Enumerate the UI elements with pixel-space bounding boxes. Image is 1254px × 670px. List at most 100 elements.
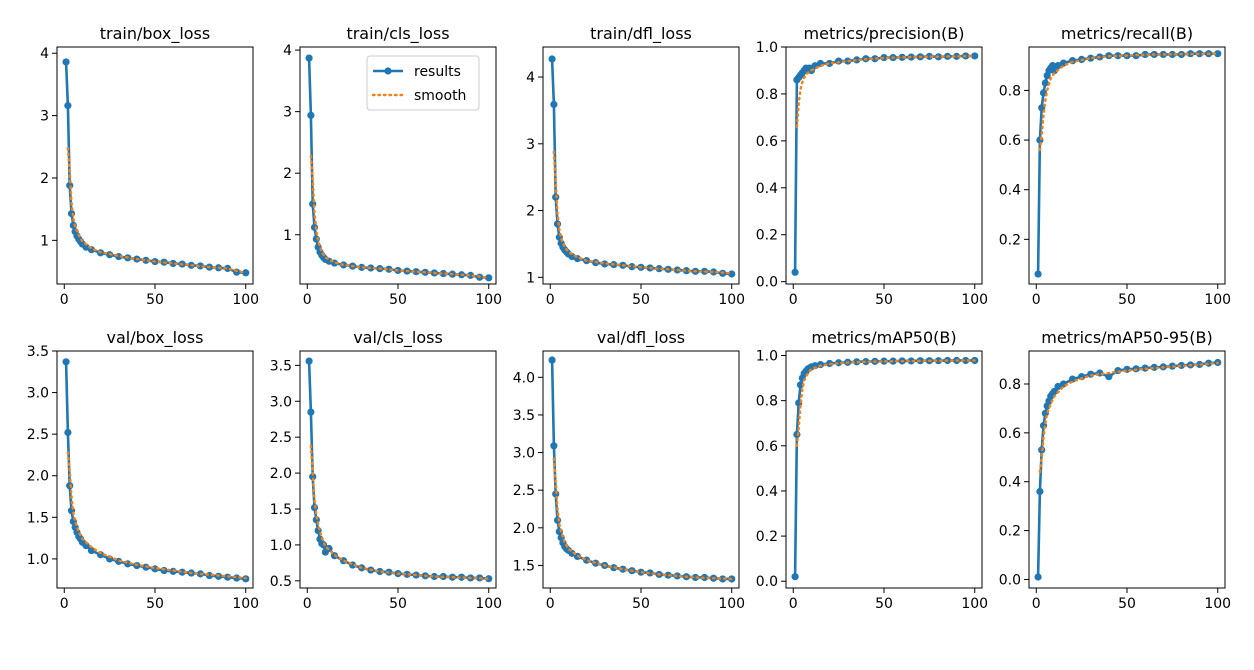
plot-frame <box>56 46 254 285</box>
plot-title: val/dfl_loss <box>597 328 685 348</box>
legend: results smooth <box>366 55 480 111</box>
x-tick-label: 0 <box>789 292 798 308</box>
x-tick-label: 50 <box>146 596 164 612</box>
smooth-series-line <box>795 359 976 447</box>
results-data-point <box>1168 50 1176 59</box>
plot-frame <box>785 46 983 285</box>
y-tick-label: 0.0 <box>756 275 778 291</box>
y-tick-label: 3 <box>40 109 49 125</box>
results-series-line <box>64 361 246 581</box>
plot-frame <box>542 46 740 285</box>
y-tick-label: 4 <box>283 43 292 59</box>
results-data-point <box>719 575 727 583</box>
results-data-point <box>1054 62 1062 70</box>
plot-val-cls-loss: val/cls_loss 0 50 100 0.5 1.0 1.5 2.0 2.5 3.0 3.5 <box>270 328 502 612</box>
smooth-series-line <box>66 451 247 580</box>
plot-frame <box>542 350 740 589</box>
y-tick-label: 0.8 <box>756 87 778 103</box>
plot-title: metrics/precision(B) <box>804 24 965 43</box>
plot-frame <box>785 350 983 589</box>
y-tick-label: 2.0 <box>270 466 292 482</box>
results-data-point <box>305 54 313 62</box>
results-data-point <box>1050 66 1059 75</box>
y-tick-label: 2.5 <box>27 427 49 443</box>
y-tick-label: 0.8 <box>999 83 1021 99</box>
x-tick-label: 50 <box>1118 596 1136 612</box>
smooth-series-line <box>309 154 490 280</box>
smooth-series-line <box>1038 52 1219 152</box>
y-tick-label: 0.4 <box>756 484 778 500</box>
y-tick-label: 0.2 <box>756 529 778 545</box>
y-tick-label: 4.0 <box>513 370 535 386</box>
y-tick-label: 1.5 <box>27 510 49 526</box>
results-data-point <box>1054 382 1062 391</box>
results-data-point <box>1141 50 1149 59</box>
results-data-point <box>971 52 979 60</box>
y-tick-label: 0.0 <box>999 572 1021 588</box>
results-data-point <box>62 58 70 66</box>
y-tick-label: 0.8 <box>756 394 778 410</box>
y-tick-label: 0.4 <box>999 183 1021 199</box>
x-tick-label: 0 <box>303 292 312 308</box>
results-data-point <box>550 100 558 109</box>
y-tick-label: 1.0 <box>270 538 292 554</box>
plot-frame <box>1028 46 1226 285</box>
legend-smooth-label: smooth <box>414 88 466 104</box>
results-data-point <box>728 270 736 278</box>
y-tick-label: 3 <box>526 137 535 153</box>
y-tick-label: 0.5 <box>270 574 292 590</box>
plot-metrics-map50-b: metrics/mAP50(B) 0 50 100 0.0 0.2 0.4 0.6 0.8 1.0 <box>756 328 988 612</box>
y-tick-label: 0.6 <box>756 134 778 150</box>
x-tick-label: 50 <box>389 596 407 612</box>
y-tick-label: 2.0 <box>513 521 535 537</box>
results-data-point <box>682 267 690 275</box>
y-tick-label: 3.0 <box>27 386 49 402</box>
y-tick-label: 2 <box>526 204 535 220</box>
results-data-point <box>305 357 313 365</box>
y-tick-label: 1 <box>283 228 292 244</box>
y-tick-label: 4 <box>526 70 535 86</box>
y-tick-label: 3.0 <box>513 446 535 462</box>
x-tick-label: 100 <box>232 292 259 308</box>
y-tick-label: 0.2 <box>756 228 778 244</box>
results-data-point <box>233 268 241 276</box>
x-tick-label: 100 <box>475 292 502 308</box>
x-tick-label: 100 <box>232 596 259 612</box>
results-data-point <box>619 565 627 573</box>
smooth-series-line <box>552 457 733 581</box>
y-tick-label: 1 <box>40 233 49 249</box>
x-tick-label: 50 <box>146 292 164 308</box>
x-tick-label: 0 <box>789 596 798 612</box>
results-series-line <box>793 359 975 577</box>
x-tick-label: 100 <box>961 596 988 612</box>
y-tick-label: 2.5 <box>270 430 292 446</box>
plot-val-dfl-loss: val/dfl_loss 0 50 100 1.5 2.0 2.5 3.0 3.5 4.0 <box>513 328 745 612</box>
results-data-point <box>962 356 970 365</box>
plot-title: train/cls_loss <box>346 24 449 44</box>
results-data-point <box>67 209 76 218</box>
results-data-point <box>376 567 384 576</box>
results-data-point <box>142 256 150 264</box>
smooth-series-line <box>309 444 490 580</box>
results-data-point <box>485 274 493 282</box>
results-data-point <box>358 263 366 271</box>
plot-train-box-loss: train/box_loss 0 50 100 1 2 3 4 <box>40 24 259 308</box>
results-data-point <box>1214 50 1222 58</box>
results-data-point <box>1087 54 1095 62</box>
smooth-series-line <box>795 54 976 128</box>
results-data-point <box>160 566 168 575</box>
results-data-point <box>307 111 315 119</box>
results-data-point <box>853 56 861 64</box>
x-tick-label: 50 <box>875 292 893 308</box>
results-series-line <box>550 360 732 581</box>
results-data-point <box>934 357 943 365</box>
results-data-point <box>1034 270 1042 278</box>
x-tick-label: 0 <box>1032 292 1041 308</box>
legend-results-label: results <box>414 64 461 80</box>
y-tick-label: 3.5 <box>270 358 292 374</box>
y-tick-label: 1.0 <box>756 40 778 56</box>
legend-results-marker <box>384 67 392 75</box>
results-data-point <box>457 573 466 581</box>
y-tick-label: 0.4 <box>999 475 1021 491</box>
